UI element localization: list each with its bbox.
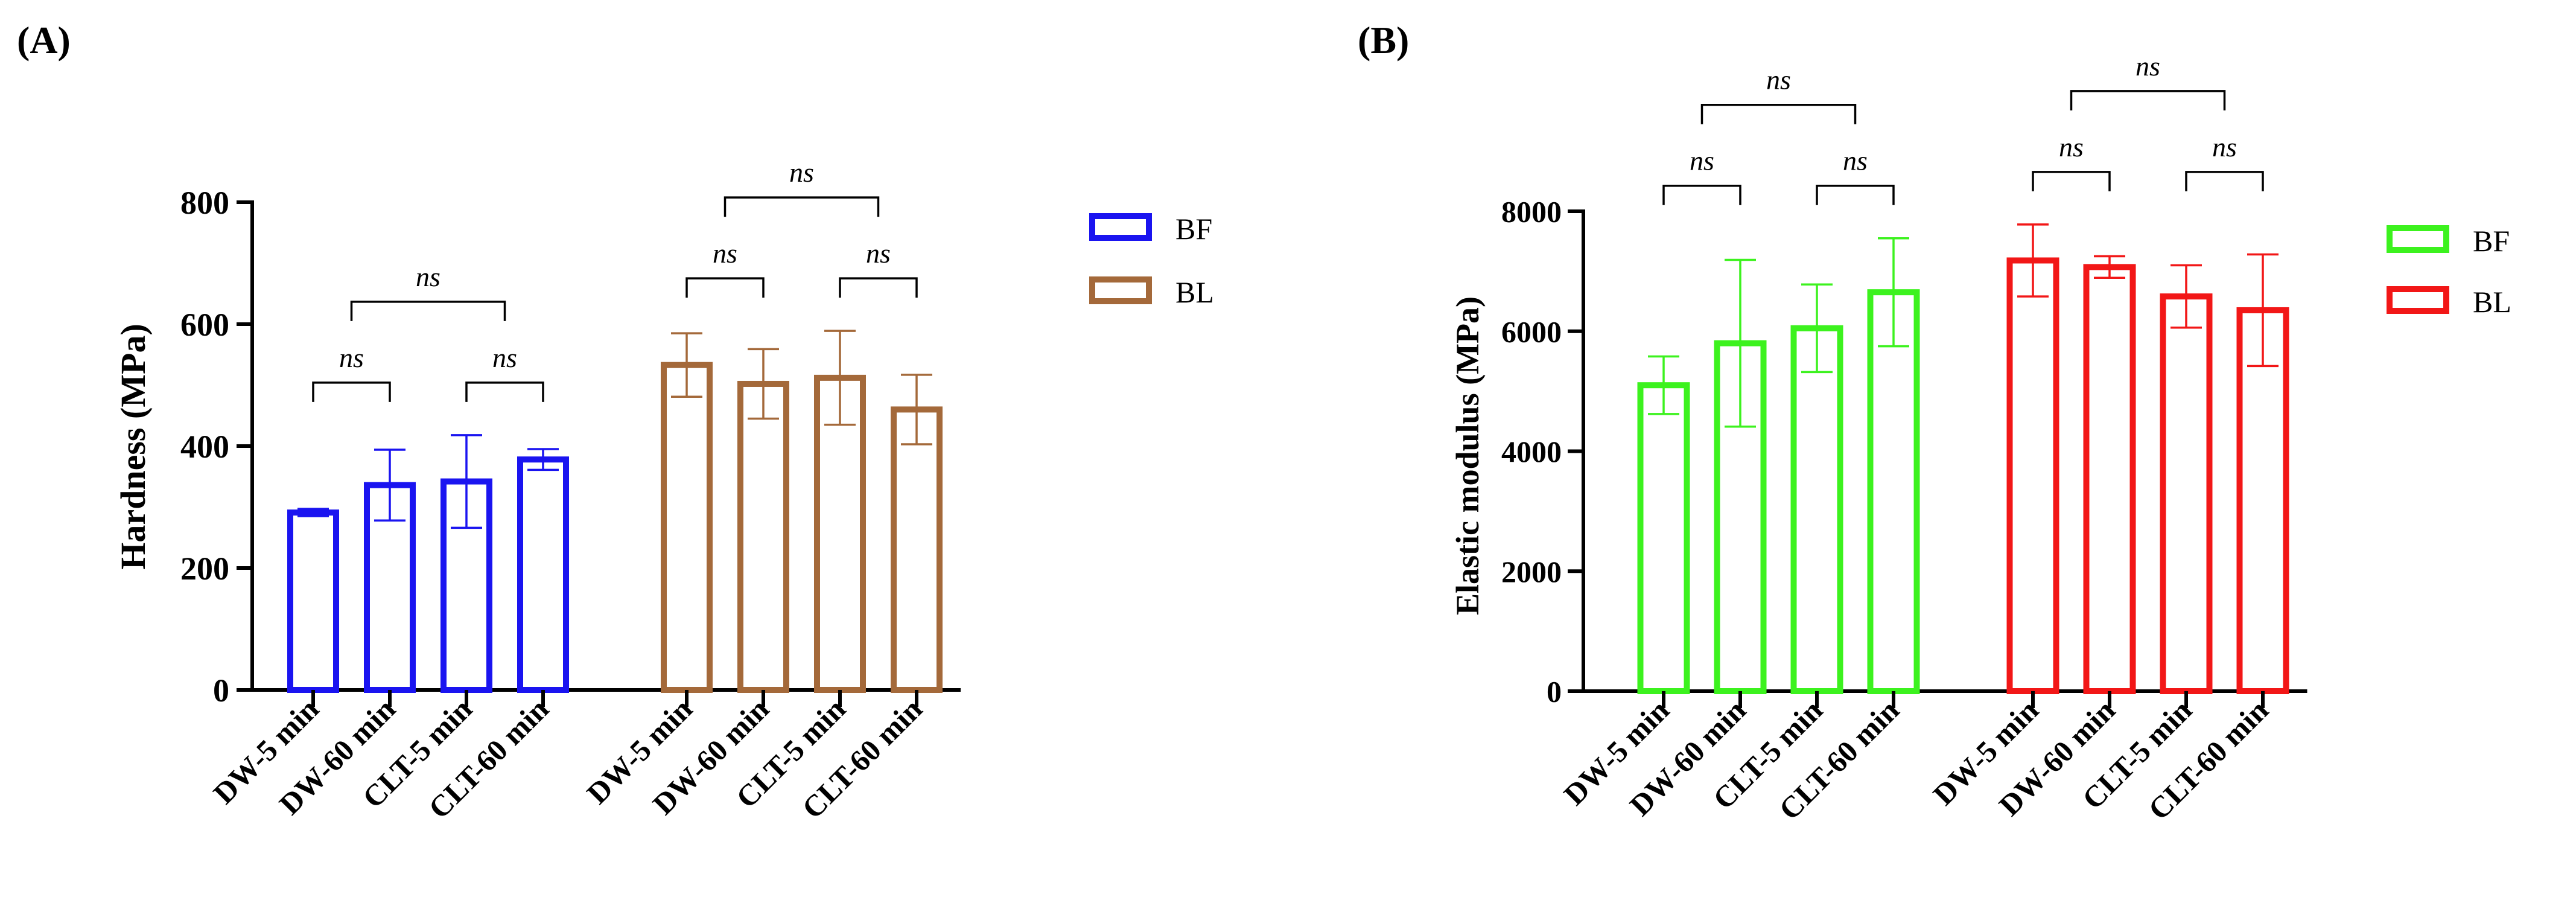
significance-bracket (685, 277, 765, 298)
y-tick-label: 6000 (1501, 314, 1562, 348)
y-tick-label: 600 (180, 307, 229, 343)
panel-b-y-axis-title: Elastic modulus (MPa) (1449, 296, 1486, 615)
panel-b-label: (B) (1358, 19, 1409, 62)
significance-bracket (1700, 103, 1857, 124)
significance-label: ns (416, 261, 440, 292)
bar-bf-0 (287, 509, 339, 694)
significance-bracket (2185, 171, 2264, 191)
significance-label: ns (2212, 132, 2237, 162)
significance-label: ns (339, 342, 364, 373)
bar-bl-0 (2006, 257, 2059, 694)
y-tick-label: 800 (180, 185, 229, 221)
panel-a-y-axis-title: Hardness (MPa) (113, 324, 153, 570)
y-tick-label: 2000 (1501, 555, 1562, 589)
y-tick-label: 4000 (1501, 435, 1562, 468)
significance-bracket (839, 277, 918, 298)
significance-bracket (2070, 90, 2226, 110)
legend-swatch-bf (1089, 213, 1152, 241)
significance-label: ns (1690, 145, 1714, 176)
significance-bracket (1816, 184, 1895, 205)
significance-label: ns (1766, 65, 1791, 95)
significance-label: ns (1843, 145, 1868, 176)
significance-bracket (1662, 184, 1741, 205)
bar-bf-3 (1867, 289, 1920, 694)
legend-swatch-bl (2387, 286, 2449, 314)
legend-label-bf: BF (2473, 224, 2510, 258)
bar-bl-0 (661, 362, 713, 693)
significance-bracket (350, 301, 506, 321)
panel-b: (B) Elastic modulus (MPa) 0 2000 4000 6000 8… (1358, 19, 2511, 826)
legend-swatch-bl (1089, 276, 1152, 304)
significance-bracket (465, 381, 544, 402)
significance-bracket (724, 196, 880, 217)
panel-a-label: (A) (17, 19, 71, 62)
significance-label: ns (2059, 132, 2084, 162)
y-tick-label: 400 (180, 429, 229, 465)
bar-bl-3 (891, 406, 943, 694)
significance-label: ns (2136, 51, 2160, 81)
bar-bl-2 (2160, 293, 2213, 694)
y-tick-label: 0 (1547, 675, 1562, 709)
bar-bf-2 (1790, 325, 1843, 694)
bar-bl-1 (737, 380, 789, 693)
bar-bf-3 (517, 456, 569, 693)
panel-b-legend: BF BL (2387, 224, 2511, 319)
legend-label-bf: BF (1175, 212, 1212, 246)
bar-bf-0 (1637, 382, 1690, 694)
bar-bl-3 (2236, 307, 2289, 694)
significance-bracket (312, 381, 391, 402)
significance-label: ns (713, 238, 737, 269)
panel-a-legend: BF BL (1089, 212, 1214, 309)
significance-label: ns (866, 238, 891, 269)
significance-label: ns (492, 342, 517, 373)
significance-label: ns (789, 157, 814, 188)
y-tick-label: 8000 (1501, 195, 1562, 229)
y-tick-label: 0 (213, 672, 229, 709)
legend-swatch-bf (2387, 225, 2449, 253)
legend-label-bl: BL (2473, 285, 2511, 319)
legend-label-bl: BL (1175, 275, 1214, 309)
significance-bracket (2032, 171, 2111, 191)
y-tick-label: 200 (180, 551, 229, 587)
bar-bl-1 (2083, 264, 2136, 694)
